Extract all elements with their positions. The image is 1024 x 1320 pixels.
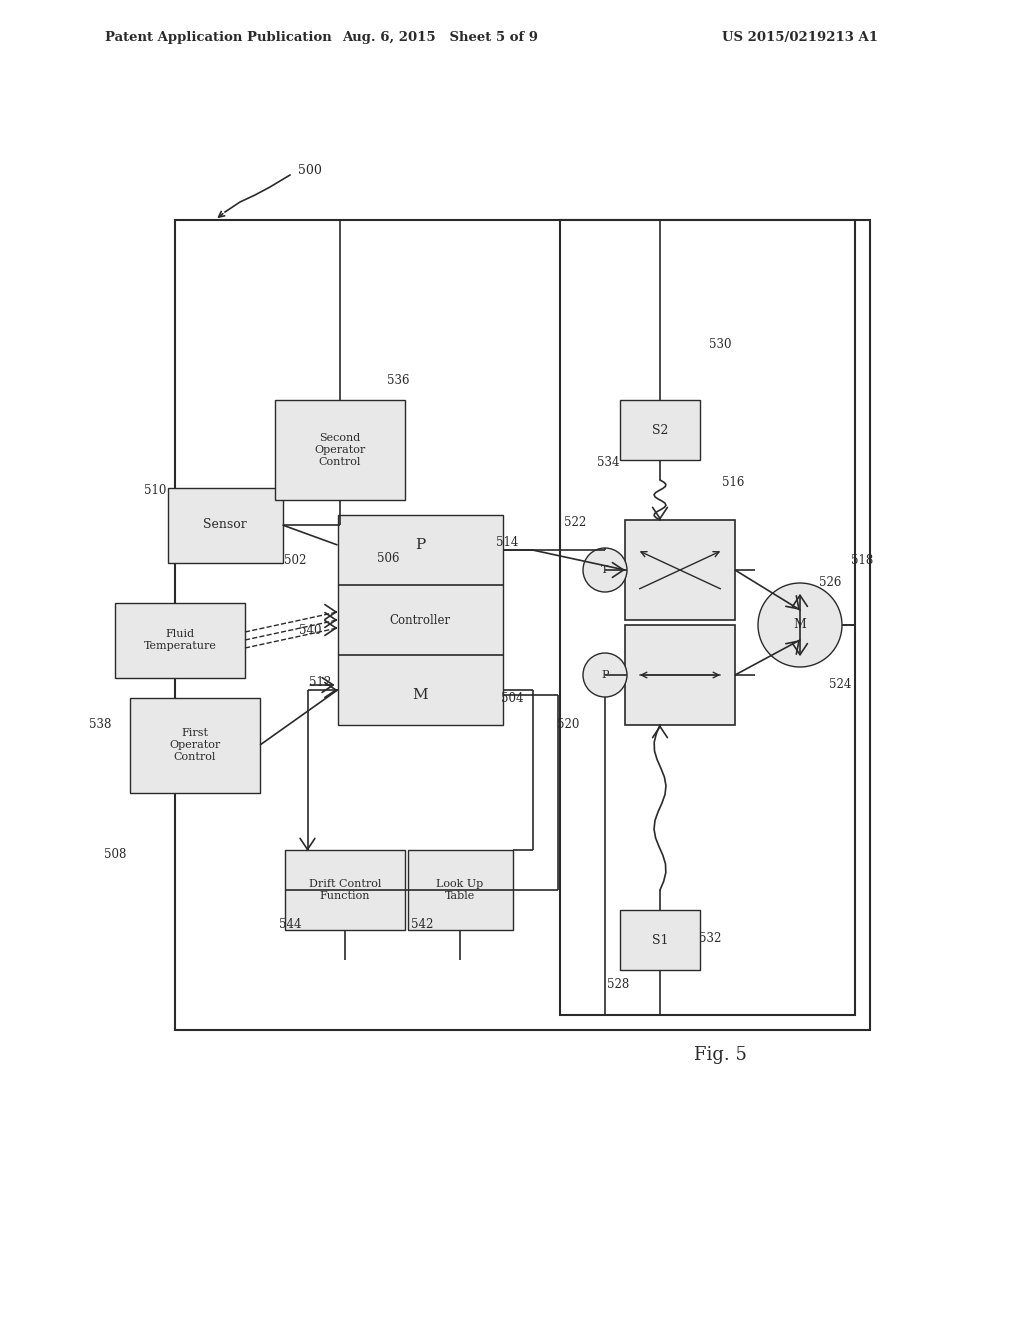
Bar xyxy=(175,220,870,1030)
Text: P: P xyxy=(415,539,425,552)
Text: Look Up
Table: Look Up Table xyxy=(436,879,483,900)
Text: 512: 512 xyxy=(309,676,331,689)
Text: 544: 544 xyxy=(279,919,301,932)
Text: Sensor: Sensor xyxy=(203,519,247,532)
Text: Aug. 6, 2015   Sheet 5 of 9: Aug. 6, 2015 Sheet 5 of 9 xyxy=(342,32,538,45)
Bar xyxy=(620,400,700,459)
Circle shape xyxy=(583,653,627,697)
Text: 520: 520 xyxy=(557,718,580,731)
Text: Fig. 5: Fig. 5 xyxy=(693,1045,746,1064)
Bar xyxy=(168,487,283,562)
Text: Controller: Controller xyxy=(389,614,451,627)
Text: 534: 534 xyxy=(597,455,620,469)
Text: 500: 500 xyxy=(298,164,322,177)
Text: M: M xyxy=(794,619,807,631)
Text: 542: 542 xyxy=(411,919,433,932)
Text: T: T xyxy=(601,565,608,576)
Text: 518: 518 xyxy=(851,553,873,566)
Text: Drift Control
Function: Drift Control Function xyxy=(309,879,381,900)
Text: Second
Operator
Control: Second Operator Control xyxy=(314,433,366,466)
Text: 528: 528 xyxy=(607,978,629,991)
Bar xyxy=(130,697,260,792)
Text: 506: 506 xyxy=(377,552,399,565)
Text: 514: 514 xyxy=(496,536,518,549)
Text: 538: 538 xyxy=(89,718,112,731)
Text: 510: 510 xyxy=(143,483,166,496)
Text: P: P xyxy=(601,671,608,680)
Bar xyxy=(115,602,245,677)
Text: 530: 530 xyxy=(709,338,731,351)
Text: 540: 540 xyxy=(299,623,322,636)
Text: 524: 524 xyxy=(828,678,851,692)
Text: 504: 504 xyxy=(501,692,523,705)
Bar xyxy=(285,850,406,931)
Text: 516: 516 xyxy=(722,475,744,488)
Text: S2: S2 xyxy=(652,424,669,437)
Circle shape xyxy=(583,548,627,591)
Bar xyxy=(275,400,406,500)
Text: US 2015/0219213 A1: US 2015/0219213 A1 xyxy=(722,32,878,45)
Bar xyxy=(625,624,735,725)
Bar xyxy=(408,850,512,931)
Text: 526: 526 xyxy=(819,576,841,589)
Text: Patent Application Publication: Patent Application Publication xyxy=(105,32,332,45)
Text: 508: 508 xyxy=(103,849,126,862)
Text: 532: 532 xyxy=(698,932,721,945)
Text: Fluid
Temperature: Fluid Temperature xyxy=(143,630,216,651)
Bar xyxy=(338,515,503,725)
Text: First
Operator
Control: First Operator Control xyxy=(169,729,220,762)
Text: 502: 502 xyxy=(284,553,306,566)
Text: M: M xyxy=(413,688,428,702)
Bar xyxy=(620,909,700,970)
Text: 536: 536 xyxy=(387,374,410,387)
Text: 522: 522 xyxy=(564,516,586,528)
Text: S1: S1 xyxy=(651,933,669,946)
Bar xyxy=(625,520,735,620)
Bar xyxy=(560,220,855,1015)
Circle shape xyxy=(758,583,842,667)
